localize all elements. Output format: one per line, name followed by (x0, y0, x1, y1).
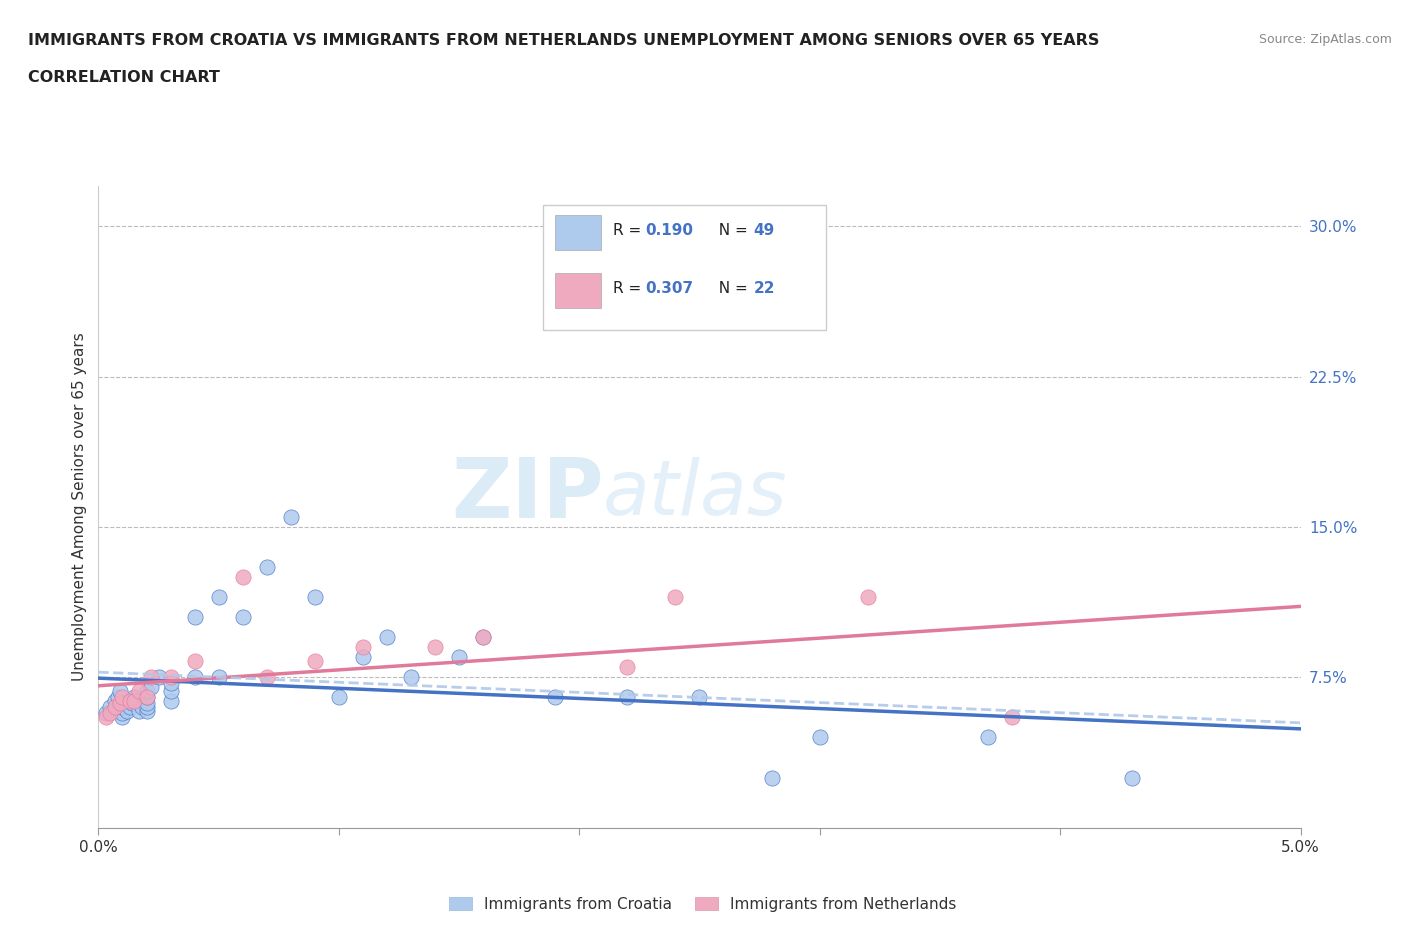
Point (232, 569, 254, 584)
Point (107, 690, 129, 705)
Point (100, 706, 122, 721)
Point (111, 690, 134, 705)
Text: atlas: atlas (603, 457, 787, 531)
Point (977, 730, 1000, 745)
Point (104, 700, 127, 715)
Point (94, 710, 117, 724)
Point (183, 610, 205, 625)
Point (208, 590, 231, 604)
Point (111, 700, 134, 715)
Point (118, 700, 141, 715)
Point (304, 654, 326, 669)
Point (856, 590, 879, 604)
Point (159, 684, 181, 698)
Point (616, 660, 638, 675)
Point (128, 684, 150, 698)
Point (616, 690, 638, 705)
Point (135, 696, 157, 711)
Point (447, 650, 470, 665)
FancyBboxPatch shape (543, 206, 825, 330)
Point (1121, 770, 1143, 785)
Point (118, 694, 141, 709)
Point (375, 630, 398, 644)
Point (135, 690, 157, 705)
Point (399, 670, 422, 684)
Point (664, 590, 686, 604)
Point (104, 694, 127, 709)
Point (808, 730, 831, 745)
Point (183, 670, 205, 684)
Text: 22: 22 (754, 281, 775, 296)
Point (689, 690, 711, 705)
Point (304, 590, 326, 604)
Point (94, 706, 117, 721)
Point (108, 684, 131, 698)
Point (125, 694, 148, 709)
Legend: Immigrants from Croatia, Immigrants from Netherlands: Immigrants from Croatia, Immigrants from… (443, 890, 963, 918)
Point (472, 630, 495, 644)
Text: 0.190: 0.190 (645, 223, 693, 238)
Point (256, 560, 278, 575)
Point (121, 696, 143, 711)
Point (100, 700, 122, 715)
Text: CORRELATION CHART: CORRELATION CHART (28, 70, 219, 85)
Text: IMMIGRANTS FROM CROATIA VS IMMIGRANTS FROM NETHERLANDS UNEMPLOYMENT AMONG SENIOR: IMMIGRANTS FROM CROATIA VS IMMIGRANTS FR… (28, 33, 1099, 47)
Text: N =: N = (709, 223, 752, 238)
Point (141, 680, 163, 695)
Text: R =: R = (613, 281, 645, 296)
Point (101, 704, 124, 719)
Point (159, 670, 181, 684)
Text: 49: 49 (754, 223, 775, 238)
Point (124, 692, 146, 707)
Point (280, 510, 302, 525)
Point (108, 696, 131, 711)
Point (1001, 710, 1024, 724)
Point (183, 654, 205, 669)
Text: ZIP: ZIP (451, 454, 603, 535)
FancyBboxPatch shape (555, 215, 600, 250)
Point (124, 694, 146, 709)
Point (352, 650, 374, 665)
Point (124, 690, 146, 705)
Point (111, 710, 134, 724)
FancyBboxPatch shape (555, 272, 600, 308)
Point (159, 694, 181, 709)
Point (117, 704, 139, 719)
Point (135, 690, 157, 705)
Point (135, 684, 157, 698)
Point (135, 700, 157, 715)
Point (232, 610, 254, 625)
Point (148, 670, 170, 684)
Point (256, 670, 278, 684)
Point (544, 690, 567, 705)
Text: 0.307: 0.307 (645, 281, 693, 296)
Point (761, 770, 783, 785)
Y-axis label: Unemployment Among Seniors over 65 years: Unemployment Among Seniors over 65 years (72, 333, 87, 681)
Point (111, 706, 134, 721)
Point (128, 704, 150, 719)
Point (352, 640, 374, 655)
Point (472, 630, 495, 644)
Text: R =: R = (613, 223, 645, 238)
Point (131, 700, 153, 715)
Point (328, 690, 350, 705)
Text: N =: N = (709, 281, 752, 296)
Point (111, 696, 134, 711)
Point (135, 704, 157, 719)
Point (208, 670, 231, 684)
Point (423, 640, 446, 655)
Point (159, 676, 181, 691)
Point (141, 670, 163, 684)
Text: Source: ZipAtlas.com: Source: ZipAtlas.com (1258, 33, 1392, 46)
